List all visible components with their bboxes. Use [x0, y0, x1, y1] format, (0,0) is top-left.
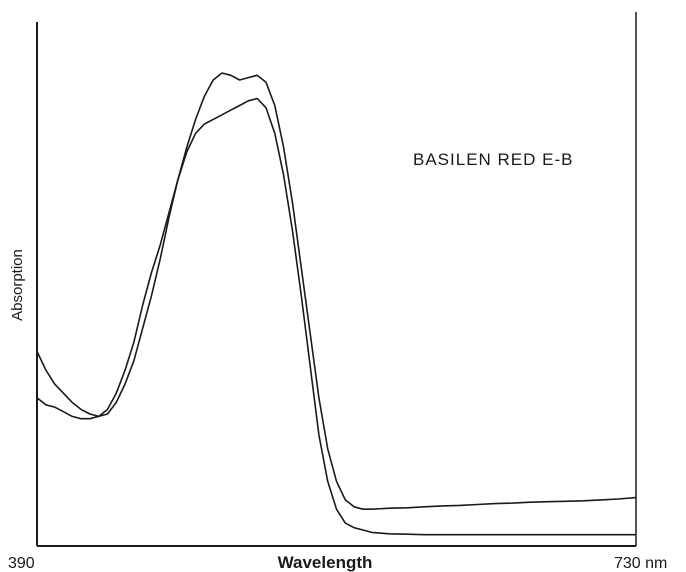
- x-axis-label: Wavelength: [278, 553, 373, 572]
- y-axis-label: Absorption: [9, 249, 26, 321]
- spectrum-line-2: [36, 97, 636, 536]
- spectrum-line-1: [36, 72, 637, 510]
- series-layer: [36, 72, 637, 536]
- dye-name-annotation: BASILEN RED E-B: [413, 150, 574, 169]
- x-tick-label-end: 730 nm: [614, 555, 667, 572]
- x-tick-label-start: 390: [8, 555, 35, 572]
